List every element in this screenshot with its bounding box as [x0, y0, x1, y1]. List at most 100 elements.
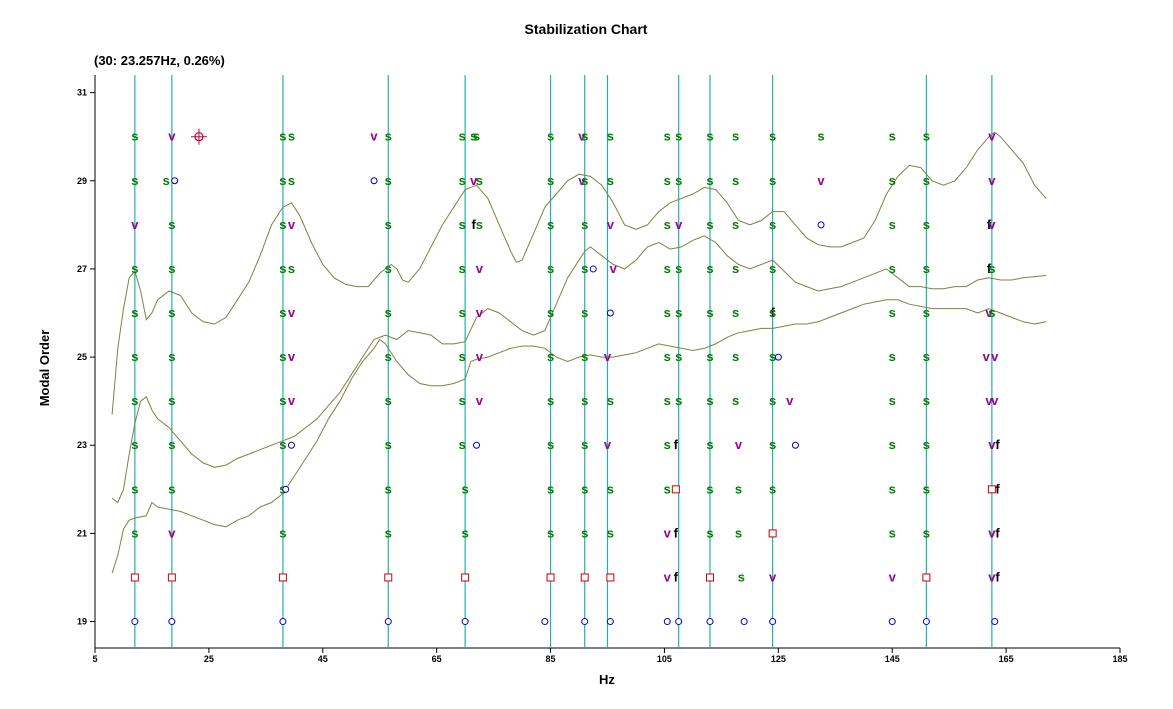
pole-s-marker: s [664, 129, 671, 144]
pole-s-marker: s [163, 173, 170, 188]
pole-square-marker [547, 574, 554, 581]
pole-s-marker: s [664, 349, 671, 364]
pole-v-marker: v [786, 393, 794, 408]
pole-s-marker: s [889, 525, 896, 540]
pole-v-marker: v [607, 217, 615, 232]
pole-s-marker: s [889, 305, 896, 320]
pole-f-marker: f [995, 569, 1000, 584]
pole-s-marker: s [547, 349, 554, 364]
cursor-marker[interactable] [191, 129, 207, 145]
pole-s-marker: s [581, 393, 588, 408]
pole-square-marker [279, 574, 286, 581]
pole-s-marker: s [675, 261, 682, 276]
pole-s-marker: s [462, 525, 469, 540]
pole-s-marker: s [732, 393, 739, 408]
pole-s-marker: s [547, 525, 554, 540]
x-tick-label: 125 [771, 654, 786, 664]
pole-s-marker: s [131, 305, 138, 320]
pole-s-marker: s [131, 173, 138, 188]
pole-s-marker: s [889, 349, 896, 364]
pole-s-marker: s [923, 525, 930, 540]
pole-s-marker: s [706, 261, 713, 276]
x-tick-label: 25 [204, 654, 214, 664]
pole-circle-marker [590, 266, 596, 272]
x-axis-label: Hz [599, 672, 615, 687]
pole-s-marker: s [769, 393, 776, 408]
pole-f-marker: f [674, 525, 679, 540]
pole-s-marker: s [675, 173, 682, 188]
pole-v-marker: v [889, 569, 897, 584]
pole-v-marker: v [476, 393, 484, 408]
pole-s-marker: s [769, 173, 776, 188]
pole-s-marker: s [131, 525, 138, 540]
pole-s-marker: s [706, 305, 713, 320]
pole-s-marker: s [923, 173, 930, 188]
pole-s-marker: s [385, 481, 392, 496]
pole-circle-marker [607, 310, 613, 316]
pole-v-marker: v [991, 393, 999, 408]
pole-s-marker: s [131, 129, 138, 144]
pole-circle-marker [371, 178, 377, 184]
pole-s-marker: s [769, 261, 776, 276]
pole-s-marker: s [279, 393, 286, 408]
pole-s-marker: s [473, 129, 480, 144]
pole-v-marker: v [370, 129, 378, 144]
pole-v-marker: v [769, 569, 777, 584]
pole-square-marker [607, 574, 614, 581]
pole-s-marker: s [732, 349, 739, 364]
pole-s-marker: s [923, 437, 930, 452]
pole-s-marker: s [581, 129, 588, 144]
pole-v-marker: v [288, 217, 296, 232]
pole-s-marker: s [279, 129, 286, 144]
pole-s-marker: s [385, 217, 392, 232]
pole-s-marker: s [738, 569, 745, 584]
pole-s-marker: s [385, 349, 392, 364]
pole-circle-marker [280, 619, 286, 625]
x-tick-label: 45 [318, 654, 328, 664]
pole-s-marker: s [664, 437, 671, 452]
cursor-readout: (30: 23.257Hz, 0.26%) [94, 53, 225, 68]
pole-circle-marker [288, 442, 294, 448]
y-tick-label: 27 [77, 264, 87, 274]
pole-circle-marker [607, 619, 613, 625]
pole-s-marker: s [889, 217, 896, 232]
pole-s-marker: s [385, 305, 392, 320]
pole-s-marker: s [607, 481, 614, 496]
pole-s-marker: s [168, 437, 175, 452]
pole-s-marker: s [735, 525, 742, 540]
y-tick-label: 25 [77, 352, 87, 362]
pole-v-marker: v [664, 525, 672, 540]
pole-v-marker: v [288, 305, 296, 320]
pole-s-marker: s [988, 261, 995, 276]
pole-s-marker: s [923, 261, 930, 276]
pole-v-marker: v [735, 437, 743, 452]
response-curve [112, 300, 1046, 573]
pole-s-marker: s [279, 525, 286, 540]
pole-circle-marker [474, 442, 480, 448]
pole-circle-marker [770, 619, 776, 625]
pole-s-marker: s [279, 349, 286, 364]
pole-s-marker: s [459, 349, 466, 364]
pole-v-marker: v [604, 437, 612, 452]
pole-s-marker: s [279, 305, 286, 320]
pole-s-marker: s [459, 261, 466, 276]
pole-s-marker: s [459, 217, 466, 232]
pole-s-marker: s [889, 393, 896, 408]
x-tick-label: 145 [885, 654, 900, 664]
pole-s-marker: s [769, 129, 776, 144]
pole-circle-marker [169, 619, 175, 625]
pole-circle-marker [992, 619, 998, 625]
pole-square-marker [988, 486, 995, 493]
pole-s-marker: s [769, 481, 776, 496]
pole-square-marker [672, 486, 679, 493]
pole-s-marker: s [131, 349, 138, 364]
pole-square-marker [769, 530, 776, 537]
plot-area[interactable]: 5 25 45 65 85 105 125 145 165 185 19 21 23 25 27 29 31 s v… [77, 75, 1128, 664]
pole-s-marker: s [385, 173, 392, 188]
pole-s-marker: s [168, 349, 175, 364]
pole-circle-marker [676, 619, 682, 625]
pole-s-marker: s [675, 129, 682, 144]
pole-s-marker: s [923, 349, 930, 364]
x-tick-label: 105 [657, 654, 672, 664]
